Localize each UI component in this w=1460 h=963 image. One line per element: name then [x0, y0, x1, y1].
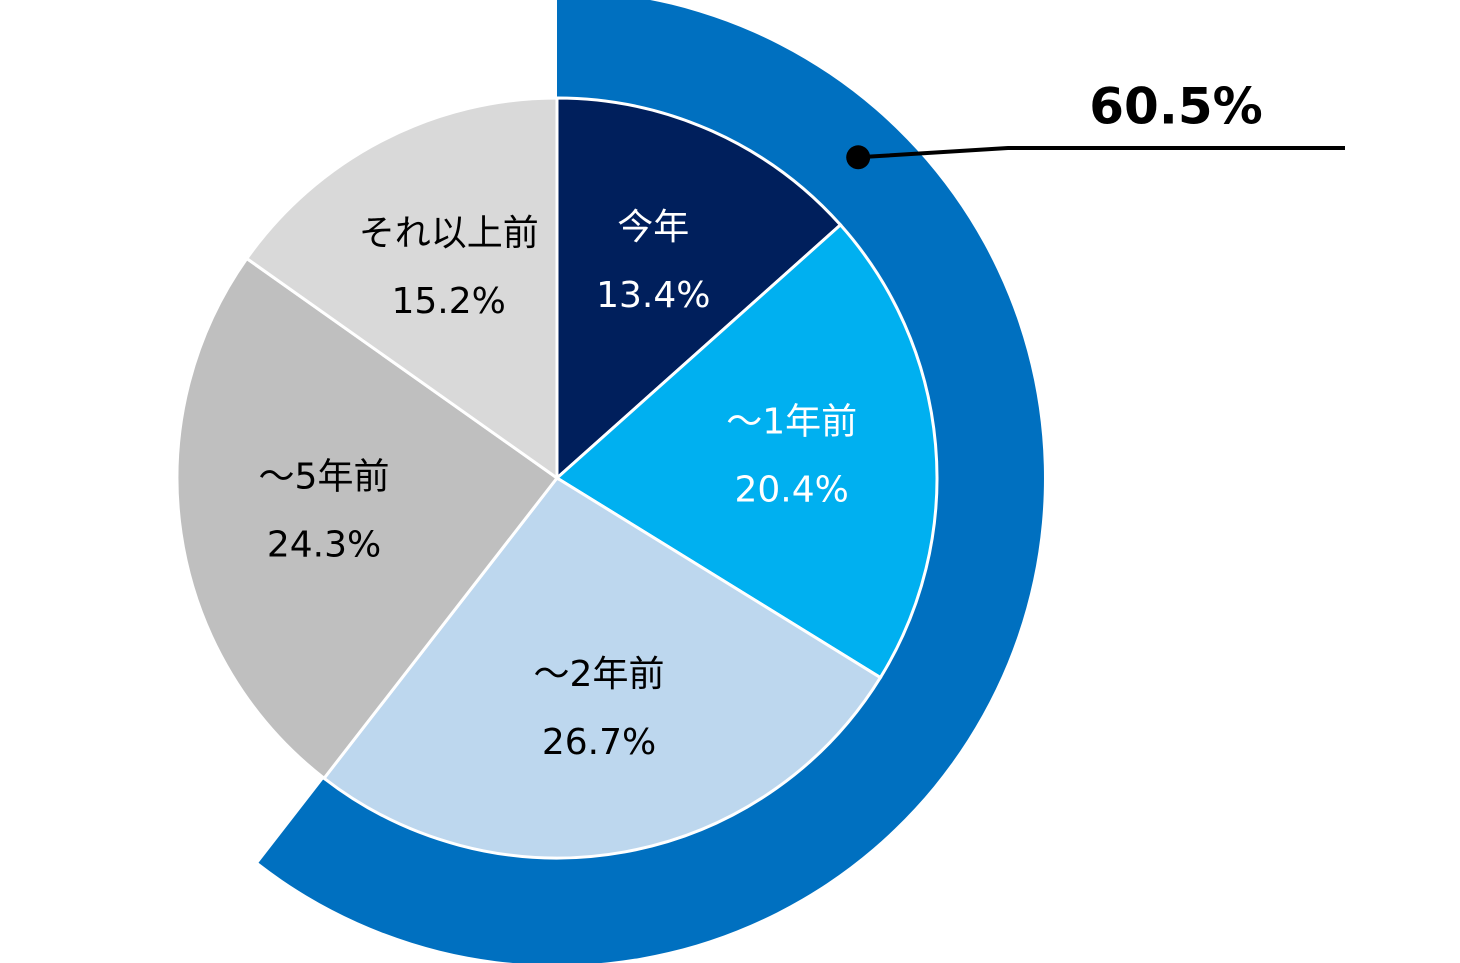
pie-slice: [244, 96, 559, 481]
slice-value-label: 15.2%: [392, 281, 506, 322]
pie-slice: [175, 256, 560, 781]
slice-value-label: 24.3%: [267, 525, 381, 566]
slice-value-label: 13.4%: [596, 275, 710, 316]
callout-leader-line: [858, 146, 1345, 160]
pie-slice: [554, 222, 939, 680]
pie-slice: [321, 476, 883, 860]
slice-layer: [175, 96, 939, 860]
slice-value-label: 26.7%: [542, 722, 656, 763]
slice-category-label: ～2年前: [534, 654, 665, 695]
slice-value-label: 20.4%: [735, 469, 849, 510]
slice-category-label: 今年: [617, 207, 689, 248]
slice-category-label: それ以上前: [359, 213, 539, 254]
pie-slice: [555, 96, 843, 482]
callout-total-label: 60.5%: [1089, 78, 1262, 136]
label-layer: 今年 13.4% ～1年前 20.4% ～2年前 26.7% ～5年前 24.3% それ以上前 1…: [259, 207, 858, 763]
callout: 60.5%: [846, 78, 1345, 170]
callout-dot: [846, 145, 871, 170]
slice-category-label: ～5年前: [259, 457, 390, 498]
slice-category-label: ～1年前: [726, 401, 857, 442]
